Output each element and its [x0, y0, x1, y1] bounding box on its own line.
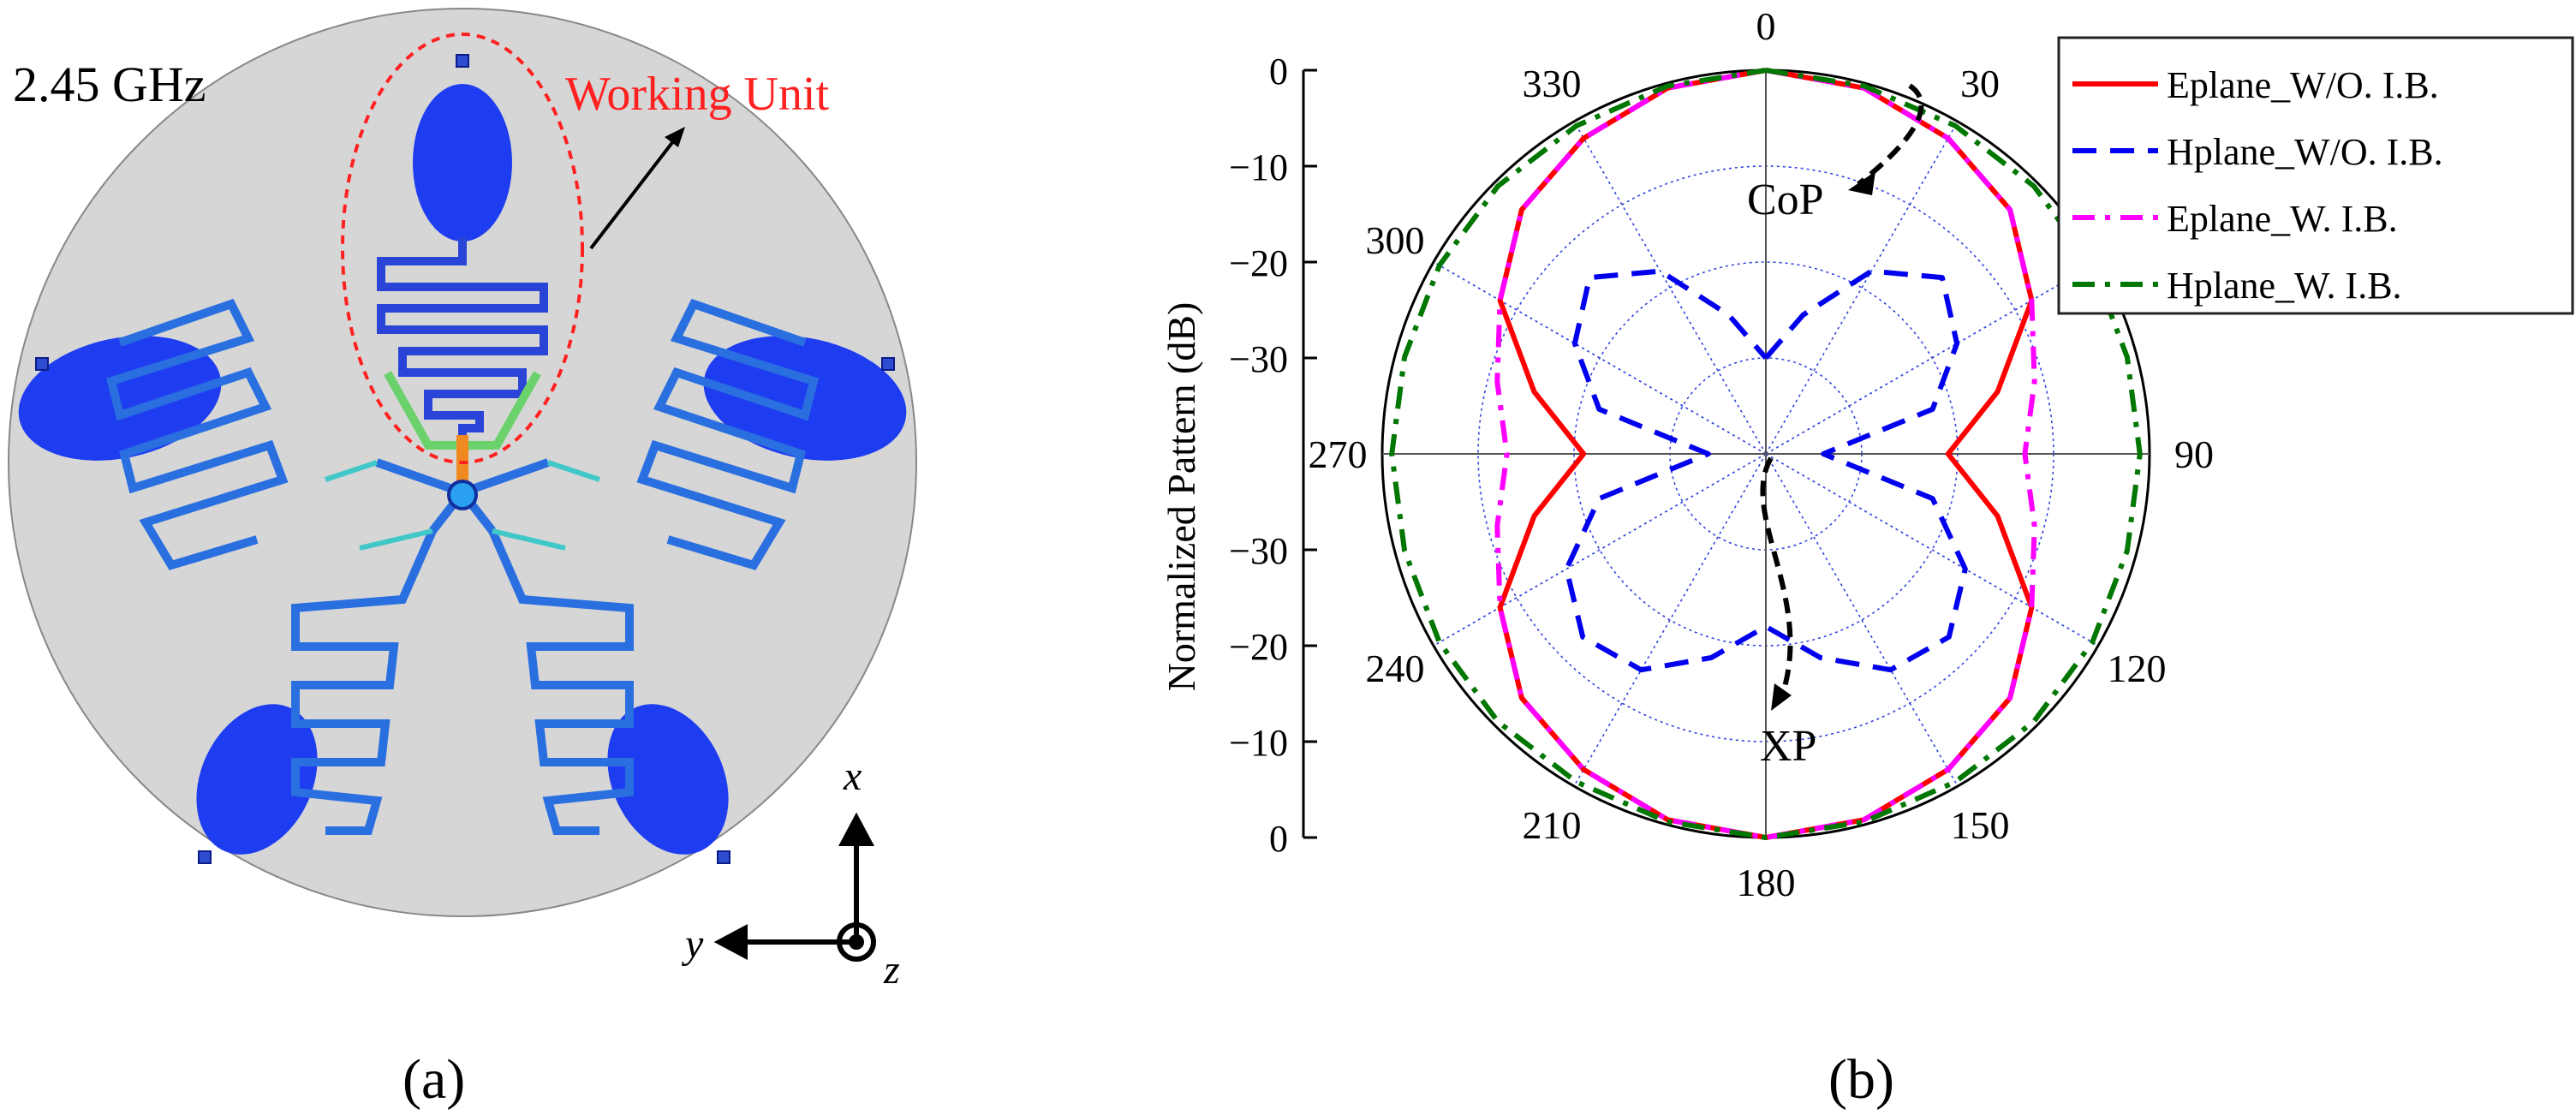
axis-z-label: z	[883, 947, 900, 993]
angle-tick-label: 270	[1309, 432, 1368, 476]
xp-arrow-head	[1771, 683, 1792, 711]
polar-grid-spoke	[1573, 453, 1767, 787]
feed-center	[447, 480, 478, 510]
meander-arms	[106, 298, 819, 835]
angle-tick-label: 180	[1737, 861, 1796, 904]
radial-tick-label: −20	[1229, 242, 1288, 284]
caption-a: (a)	[402, 1048, 465, 1111]
annotation-xp: XP	[1760, 722, 1816, 771]
frequency-label: 2.45 GHz	[13, 57, 206, 112]
radial-tick-label: −30	[1229, 530, 1288, 572]
legend-label: Eplane_W/O. I.B.	[2167, 64, 2439, 106]
patch-top	[413, 84, 512, 241]
radial-tick-label: −20	[1229, 626, 1288, 668]
radial-tick-label: −30	[1229, 338, 1288, 380]
angle-tick-label: 330	[1523, 62, 1582, 105]
working-unit-outline	[341, 33, 584, 464]
angle-tick-label: 120	[2108, 647, 2167, 690]
angle-tick-label: 30	[1960, 62, 2000, 105]
coordinate-axes	[713, 812, 876, 962]
panel-a-antenna-layout: Working Unit 2.45 GHz x y z (a)	[8, 8, 917, 1111]
callout-label: Working Unit	[565, 68, 830, 121]
annotation-cop: CoP	[1747, 176, 1824, 224]
angle-tick-label: 0	[1756, 4, 1776, 48]
polar-grid-spoke	[1765, 121, 1959, 455]
axis-y-label: y	[681, 921, 704, 967]
port-left	[35, 357, 49, 371]
series-line	[1564, 268, 1968, 673]
port-bottom-left	[198, 850, 212, 864]
patch-bottom-right	[607, 704, 729, 855]
angle-labels: 0 30 90 120 150 180 210 240 270 300 330	[1309, 4, 2215, 904]
port-top	[456, 54, 469, 68]
polar-grid-spoke	[1765, 453, 2099, 647]
polar-grid-spoke	[1573, 121, 1767, 455]
radial-tick-label: 0	[1269, 51, 1288, 92]
legend-label: Hplane_W/O. I.B.	[2167, 131, 2443, 173]
angle-tick-label: 150	[1951, 803, 2010, 847]
axis-x-label: x	[843, 754, 862, 799]
angle-tick-label: 90	[2174, 432, 2214, 476]
angle-tick-label: 300	[1365, 218, 1424, 262]
legend-label: Hplane_W. I.B.	[2167, 265, 2402, 307]
series-line	[1494, 68, 2037, 840]
meander-accents	[325, 460, 600, 551]
meander-top	[377, 237, 548, 486]
callout-arrow-head	[665, 127, 685, 147]
xp-arrow	[1760, 456, 1793, 699]
callout-arrow-line	[589, 135, 678, 250]
radial-tick-label: 0	[1269, 818, 1288, 860]
patch-bottom-left	[196, 704, 318, 855]
panel-b-polar-chart: 0 −10 −20 −30 −30 −20 −10 0 0 30 90 120 150 180 210 24…	[1160, 4, 2574, 1111]
polar-grid-spoke	[1433, 261, 1767, 455]
cop-arrow-head	[1848, 171, 1875, 195]
polar-grid-spoke	[1433, 453, 1767, 647]
cop-arrow	[1857, 83, 1924, 187]
polar-grid-spoke	[1765, 261, 2099, 455]
radial-axis: 0 −10 −20 −30 −30 −20 −10 0	[1229, 51, 1317, 860]
port-right	[881, 357, 895, 371]
radial-tick-label: −10	[1229, 146, 1288, 188]
legend-label: Eplane_W. I.B.	[2167, 198, 2398, 240]
legend: Eplane_W/O. I.B. Hplane_W/O. I.B. Eplane_W…	[2057, 36, 2574, 315]
radial-tick-label: −10	[1229, 722, 1288, 764]
y-axis-title: Normalized Pattern (dB)	[1160, 302, 1203, 692]
port-bottom-right	[717, 850, 730, 864]
caption-b: (b)	[1828, 1048, 1894, 1111]
angle-tick-label: 210	[1523, 803, 1582, 847]
angle-tick-label: 240	[1365, 647, 1424, 690]
polar-grid-spoke	[1765, 453, 1959, 787]
